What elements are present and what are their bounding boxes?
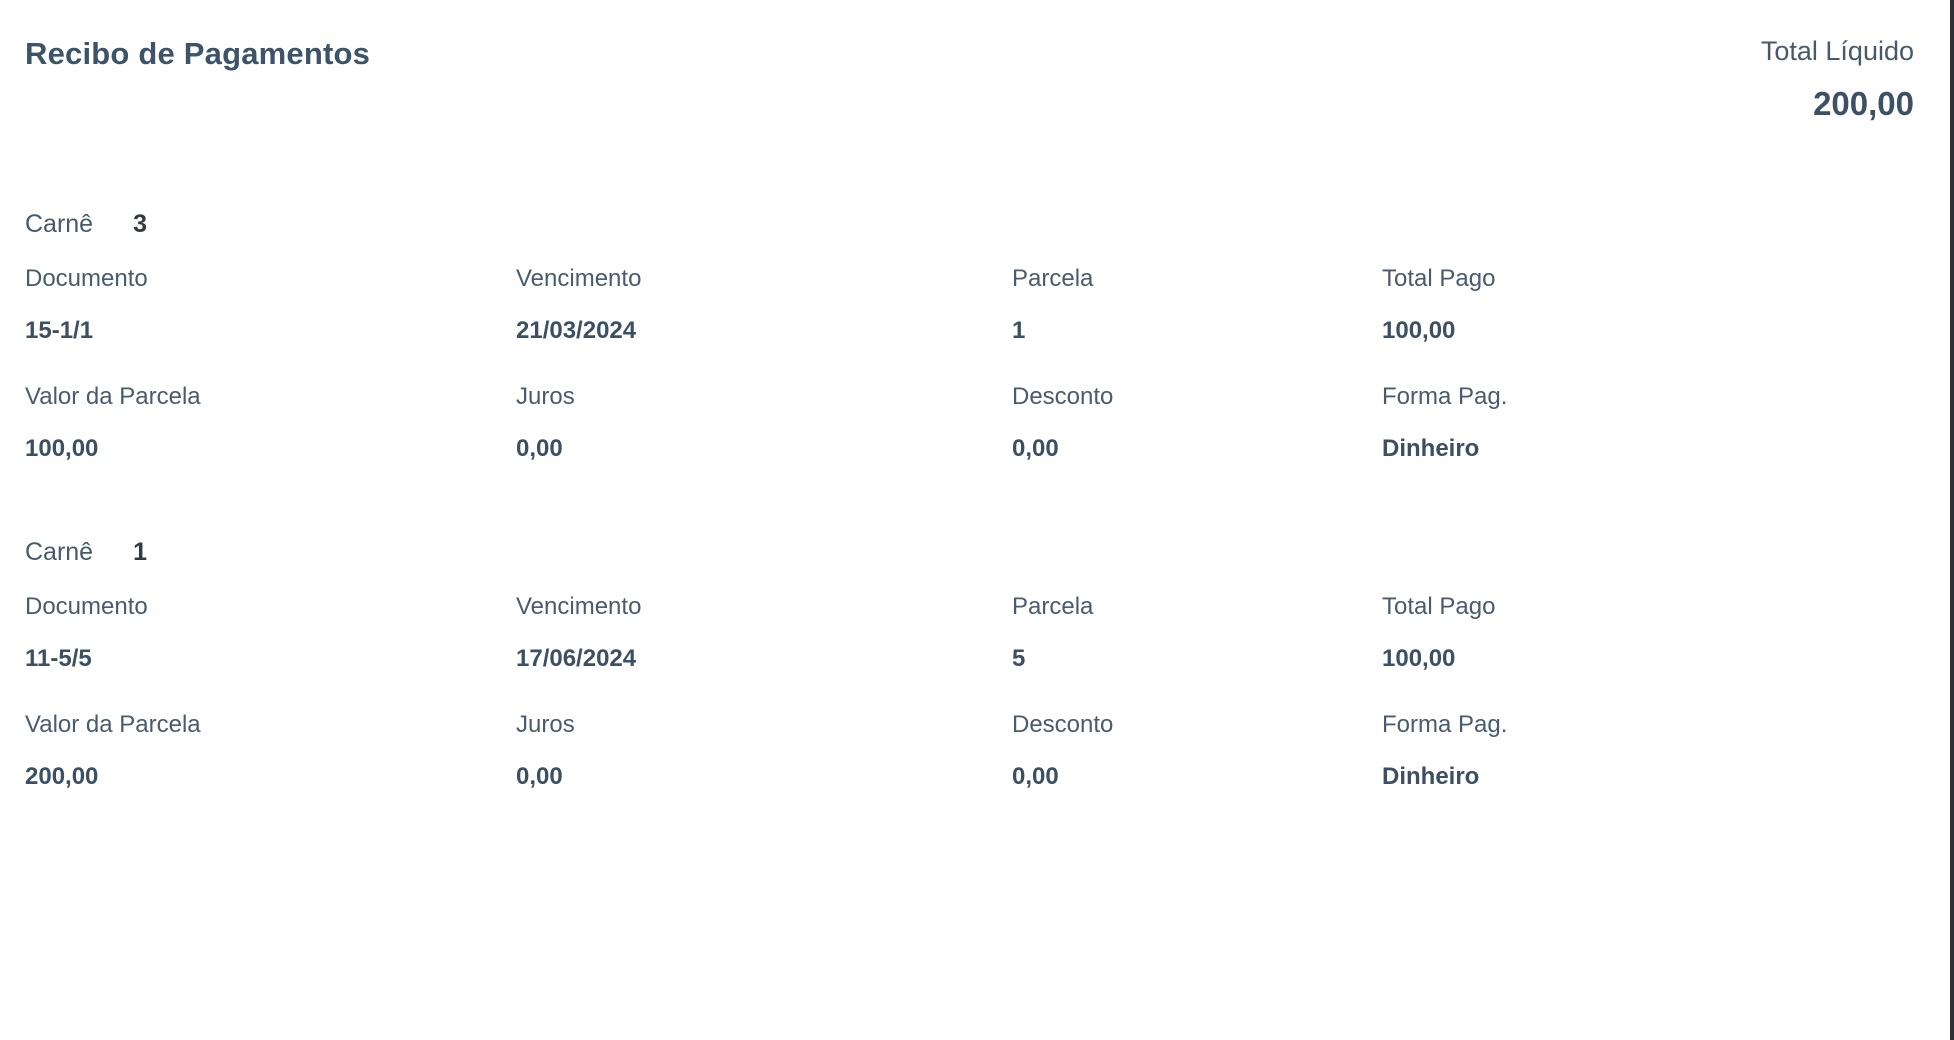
field-row: Valor da Parcela 200,00 Juros 0,00 Desco… (25, 711, 1914, 791)
documento-field: Documento 11-5/5 (25, 593, 516, 673)
carne-header: Carnê 3 (25, 209, 1914, 239)
desconto-value: 0,00 (1012, 435, 1059, 462)
total-liquido-block: Total Líquido 200,00 (1761, 36, 1914, 123)
desconto-field: Desconto 0,00 (1012, 711, 1382, 791)
documento-label: Documento (25, 265, 148, 292)
vencimento-label: Vencimento (516, 593, 642, 620)
documento-field: Documento 15-1/1 (25, 265, 516, 345)
desconto-label: Desconto (1012, 711, 1114, 738)
total-pago-field: Total Pago 100,00 (1382, 265, 1914, 345)
parcela-field: Parcela 5 (1012, 593, 1382, 673)
vencimento-label: Vencimento (516, 265, 642, 292)
total-liquido-label: Total Líquido (1760, 36, 1914, 66)
page-title: Recibo de Pagamentos (25, 36, 371, 71)
valor-parcela-label: Valor da Parcela (25, 711, 201, 738)
parcela-label: Parcela (1012, 265, 1094, 292)
juros-field: Juros 0,00 (516, 711, 1012, 791)
carne-header: Carnê 1 (25, 537, 1914, 567)
parcela-value: 1 (1012, 317, 1026, 344)
vencimento-field: Vencimento 21/03/2024 (516, 265, 1012, 345)
receipt-section: Carnê 3 Documento 15-1/1 Vencimento 21/03… (25, 209, 1914, 463)
carne-number: 3 (133, 210, 147, 238)
documento-value: 15-1/1 (25, 317, 94, 344)
carne-label: Carnê (25, 538, 94, 566)
parcela-field: Parcela 1 (1012, 265, 1382, 345)
documento-label: Documento (25, 593, 148, 620)
desconto-value: 0,00 (1012, 763, 1059, 790)
juros-field: Juros 0,00 (516, 383, 1012, 463)
juros-label: Juros (516, 383, 575, 410)
parcela-label: Parcela (1012, 593, 1094, 620)
carne-number: 1 (133, 538, 147, 566)
field-row: Documento 15-1/1 Vencimento 21/03/2024 P… (25, 265, 1914, 345)
forma-pag-field: Forma Pag. Dinheiro (1382, 711, 1914, 791)
documento-value: 11-5/5 (25, 645, 92, 672)
total-liquido-value: 200,00 (1813, 85, 1914, 122)
total-pago-label: Total Pago (1382, 265, 1496, 292)
valor-parcela-label: Valor da Parcela (25, 383, 201, 410)
field-row: Documento 11-5/5 Vencimento 17/06/2024 P… (25, 593, 1914, 673)
total-pago-field: Total Pago 100,00 (1382, 593, 1914, 673)
desconto-label: Desconto (1012, 383, 1114, 410)
vencimento-field: Vencimento 17/06/2024 (516, 593, 1012, 673)
valor-parcela-value: 100,00 (25, 435, 99, 462)
receipt-section: Carnê 1 Documento 11-5/5 Vencimento 17/06… (25, 537, 1914, 791)
carne-label: Carnê (25, 210, 94, 238)
juros-label: Juros (516, 711, 575, 738)
total-pago-value: 100,00 (1382, 317, 1456, 344)
total-pago-value: 100,00 (1382, 645, 1456, 672)
valor-parcela-field: Valor da Parcela 200,00 (25, 711, 516, 791)
forma-pag-field: Forma Pag. Dinheiro (1382, 383, 1914, 463)
page-header: Recibo de Pagamentos Total Líquido 200,0… (25, 36, 1914, 123)
valor-parcela-field: Valor da Parcela 100,00 (25, 383, 516, 463)
vencimento-value: 17/06/2024 (516, 645, 637, 672)
valor-parcela-value: 200,00 (25, 763, 99, 790)
forma-pag-label: Forma Pag. (1382, 383, 1508, 410)
desconto-field: Desconto 0,00 (1012, 383, 1382, 463)
vertical-scrollbar[interactable] (1950, 0, 1954, 1040)
parcela-value: 5 (1012, 645, 1026, 672)
forma-pag-value: Dinheiro (1382, 435, 1480, 462)
total-pago-label: Total Pago (1382, 593, 1496, 620)
forma-pag-value: Dinheiro (1382, 763, 1480, 790)
field-row: Valor da Parcela 100,00 Juros 0,00 Desco… (25, 383, 1914, 463)
vencimento-value: 21/03/2024 (516, 317, 637, 344)
forma-pag-label: Forma Pag. (1382, 711, 1508, 738)
juros-value: 0,00 (516, 763, 563, 790)
juros-value: 0,00 (516, 435, 563, 462)
